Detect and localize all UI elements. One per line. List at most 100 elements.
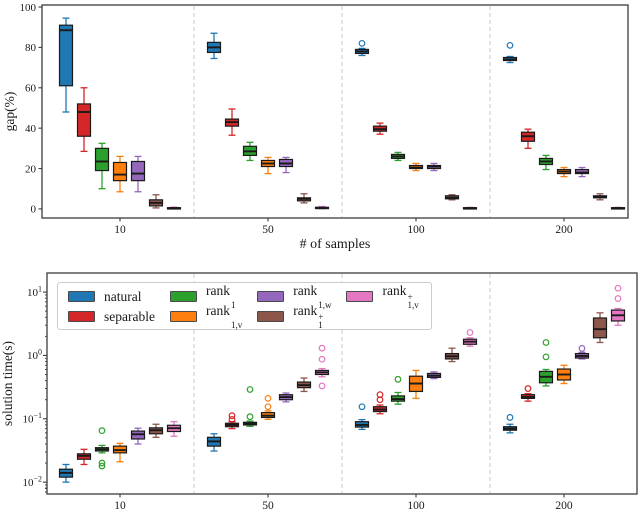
box-rank1w-n200 <box>574 166 590 178</box>
box-natural-n100 <box>354 403 370 431</box>
axes-frame <box>46 272 638 495</box>
box-rank1w-n50 <box>278 392 294 403</box>
box-natural-n200 <box>502 41 518 64</box>
box-rank1-n200 <box>538 154 554 171</box>
legend-item-rank1w: rank 1,w <box>257 284 331 310</box>
outlier <box>394 375 402 383</box>
box-rank1w-n50 <box>278 156 294 174</box>
y-tick-label: 20 <box>25 163 37 175</box>
box-separable-n200 <box>520 128 536 149</box>
outlier <box>264 394 272 402</box>
box-natural-n50 <box>206 32 222 60</box>
outlier <box>98 459 106 467</box>
legend-swatch-rank1w <box>257 291 285 302</box>
box-rank1-n200 <box>538 339 554 387</box>
legend-item-rank1: rank 1 <box>169 284 242 310</box>
legend-item-separable: separable <box>68 310 155 323</box>
legend-label-separable: separable <box>104 308 155 324</box>
outlier <box>524 385 532 392</box>
outlier <box>578 345 586 352</box>
box-rank1v-n100 <box>408 369 424 400</box>
box-rank1-n50 <box>242 141 258 162</box>
legend-label-natural: natural <box>104 288 142 304</box>
outlier <box>264 403 272 411</box>
outlier <box>466 329 474 336</box>
legend-column: rank +1,v <box>346 284 419 323</box>
box <box>112 161 128 182</box>
legend-label-rank1p: rank +1 <box>293 303 324 330</box>
box-natural-n10 <box>58 463 74 483</box>
box-natural-n50 <box>206 433 222 452</box>
box-rank1vp-n50 <box>314 344 330 390</box>
box <box>94 147 110 172</box>
box-rank1p-n50 <box>296 193 312 204</box>
box-rank1vp-n100 <box>462 329 478 347</box>
outlier <box>358 39 366 47</box>
x-tick-label: 10 <box>114 500 126 512</box>
box-rank1p-n200 <box>592 312 608 344</box>
box-rank1vp-n200 <box>610 284 626 326</box>
box-rank1-n100 <box>390 375 406 405</box>
x-tick-label: 200 <box>555 224 573 236</box>
y-tick-label: 100 <box>20 2 37 14</box>
x-axis-label: # of samples <box>300 237 371 252</box>
legend-swatch-rank1v <box>169 311 197 322</box>
box-rank1p-n50 <box>296 377 312 393</box>
box-rank1v-n50 <box>260 156 276 175</box>
box-rank1-n10 <box>94 427 110 470</box>
legend-column: rank 1 rank 1,v <box>169 284 242 330</box>
legend-swatch-rank1p <box>257 311 285 322</box>
outlier <box>228 412 236 420</box>
y-tick-label: 0 <box>31 204 37 216</box>
box-separable-n50 <box>224 412 240 430</box>
legend-swatch-rank1 <box>169 291 197 302</box>
boxplot-time: 10−2 10−1 100 101 10 50 100 200 solution time(s) <box>0 272 638 512</box>
legend: natural separable rank 1 rank 1,v rank 1,w ra… <box>57 282 432 330</box>
x-tick-label: 200 <box>555 500 573 512</box>
box-rank1-n100 <box>390 151 406 162</box>
box-separable-n100 <box>372 391 388 415</box>
box-rank1vp-n10 <box>166 421 182 437</box>
box-rank1p-n10 <box>148 423 164 438</box>
box-separable-n200 <box>520 385 536 402</box>
box-rank1p-n200 <box>592 193 608 201</box>
outlier <box>246 413 254 421</box>
outlier <box>228 415 236 423</box>
box-rank1-n50 <box>242 386 258 427</box>
legend-column: natural separable <box>68 290 155 323</box>
legend-item-natural: natural <box>68 290 155 303</box>
y-axis-label: solution time(s) <box>0 341 15 426</box>
outlier <box>506 41 514 49</box>
x-tick-label: 10 <box>114 224 126 236</box>
y-tick-label: 40 <box>25 123 37 135</box>
legend-item-rank1vp: rank +1,v <box>346 284 419 310</box>
x-tick-label: 100 <box>407 224 425 236</box>
box-rank1-n10 <box>94 142 110 190</box>
box-rank1vp-n100 <box>462 206 478 210</box>
box-natural-n200 <box>502 414 518 434</box>
outlier <box>542 353 550 361</box>
box-rank1v-n10 <box>112 155 128 193</box>
outlier <box>358 403 366 411</box>
legend-label-rank1: rank 1 <box>205 283 236 310</box>
outlier <box>318 382 326 390</box>
legend-column: rank 1,w rank +1 <box>257 284 331 330</box>
box-rank1w-n200 <box>574 345 590 360</box>
outlier <box>614 284 622 292</box>
box <box>130 160 146 182</box>
box <box>574 168 590 175</box>
box-separable-n100 <box>372 122 388 135</box>
box-rank1v-n50 <box>260 394 276 420</box>
box <box>592 317 608 339</box>
y-tick-label: 100 <box>27 348 42 363</box>
box-rank1vp-n50 <box>314 205 330 210</box>
x-tick-label: 100 <box>407 500 425 512</box>
legend-swatch-separable <box>68 311 95 322</box>
legend-swatch-natural <box>68 291 95 302</box>
outlier <box>98 462 106 470</box>
legend-swatch-rank1vp <box>346 291 374 302</box>
outlier <box>376 396 384 404</box>
box-rank1w-n100 <box>426 162 442 172</box>
